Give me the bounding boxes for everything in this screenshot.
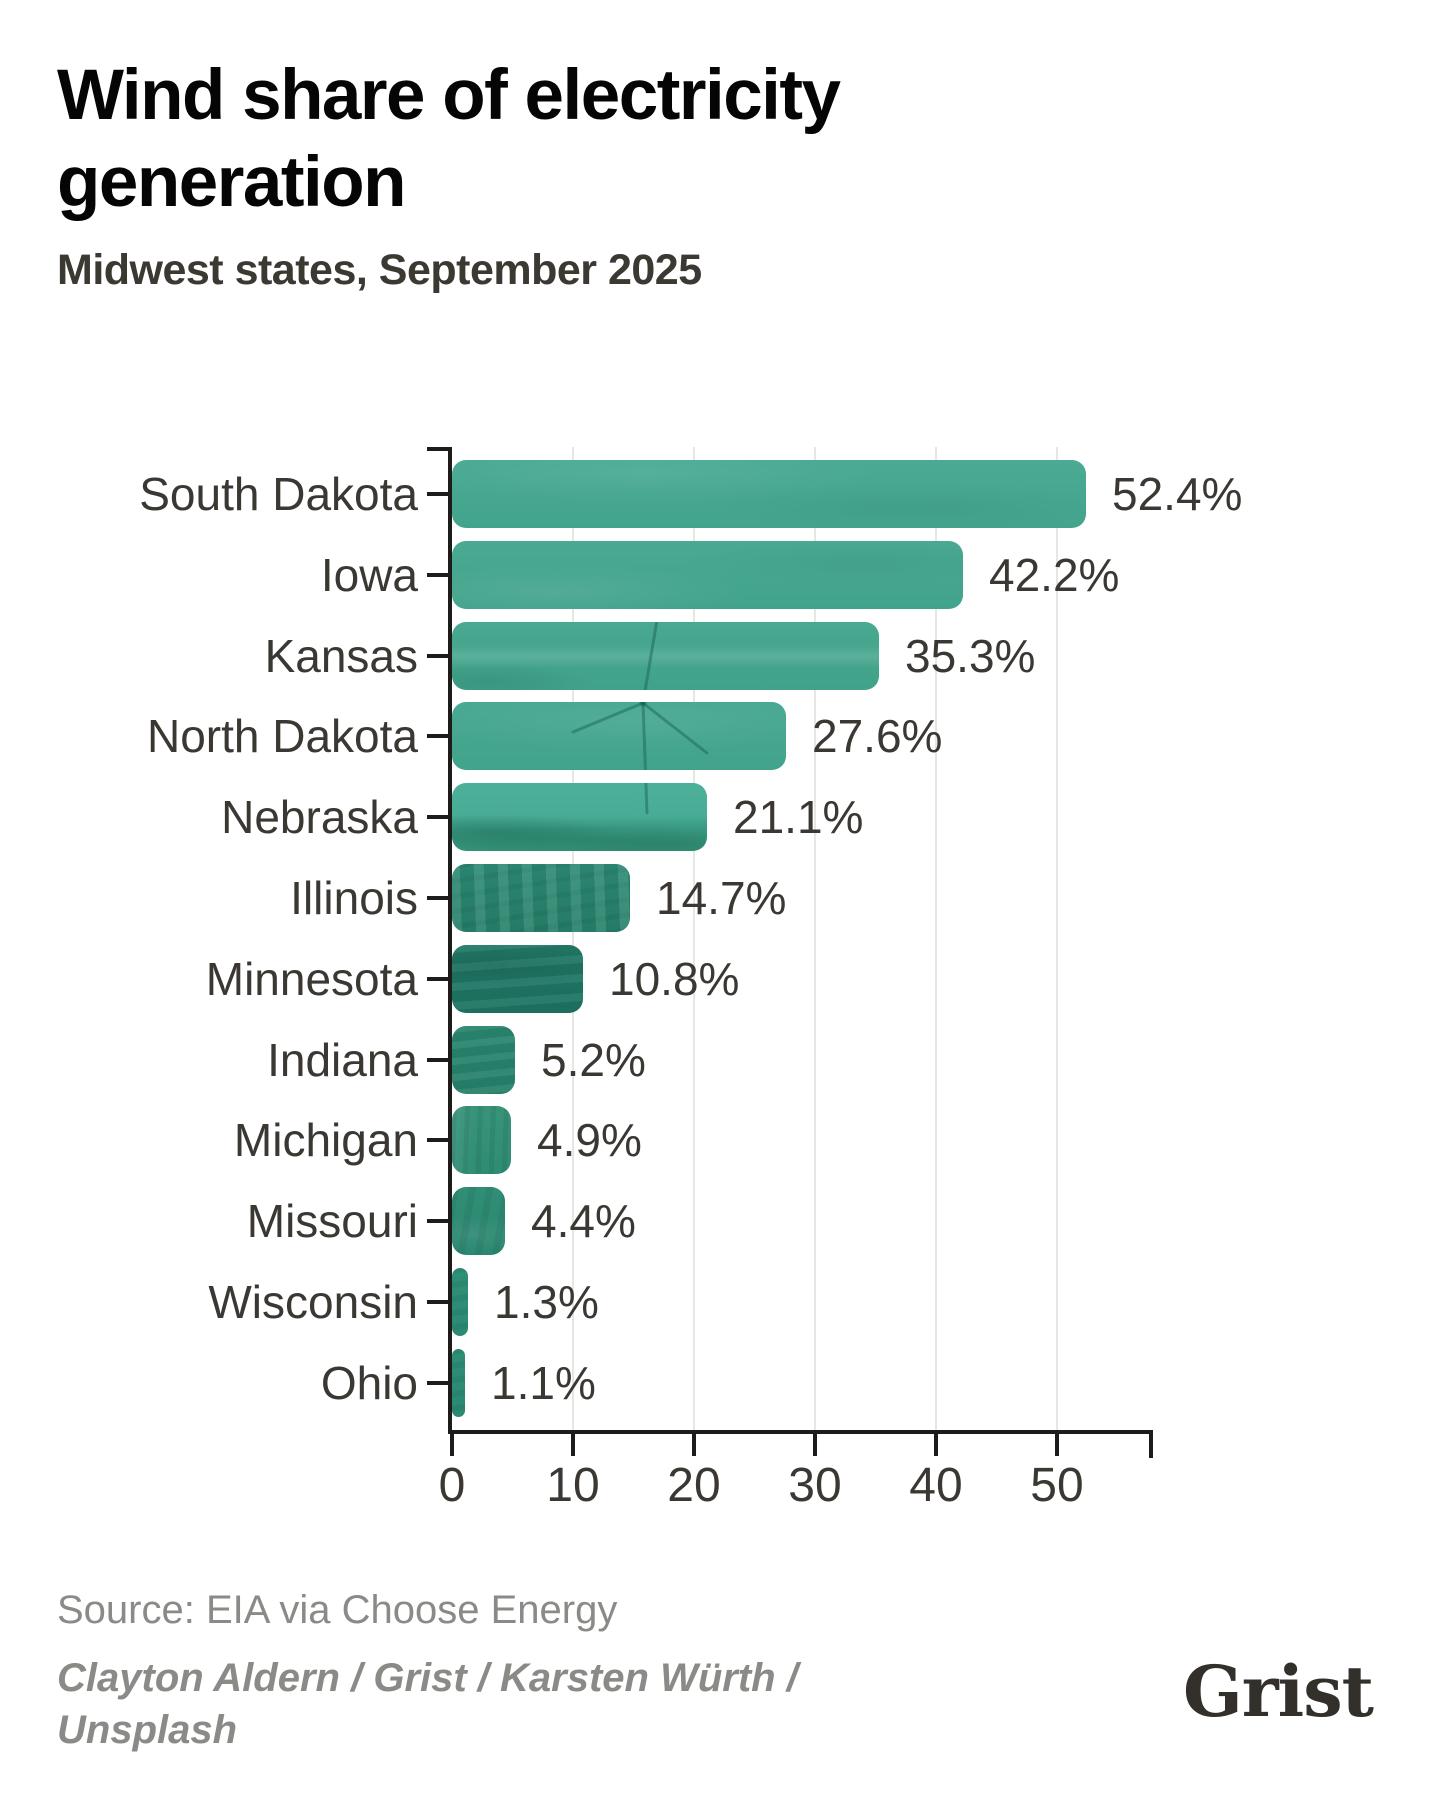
bar xyxy=(452,541,963,609)
value-label: 21.1% xyxy=(733,791,864,843)
value-label: 1.1% xyxy=(491,1357,596,1409)
y-axis-tick xyxy=(427,654,450,658)
value-label: 10.8% xyxy=(609,953,740,1005)
x-tick-label: 0 xyxy=(438,1459,466,1512)
state-label: Kansas xyxy=(264,630,418,682)
y-axis-tick xyxy=(427,1138,450,1142)
x-axis-tick xyxy=(1055,1432,1059,1456)
value-label: 52.4% xyxy=(1112,468,1243,520)
y-axis-tick xyxy=(427,734,450,738)
x-axis-tick xyxy=(934,1432,938,1456)
gridline xyxy=(814,447,816,1432)
gridline xyxy=(693,447,695,1432)
state-label: Missouri xyxy=(246,1195,418,1247)
bar xyxy=(452,1026,515,1094)
value-label: 5.2% xyxy=(541,1034,646,1086)
bar xyxy=(452,460,1086,528)
y-axis-tick xyxy=(427,815,450,819)
x-tick-label: 30 xyxy=(788,1459,842,1512)
state-label: Wisconsin xyxy=(208,1276,418,1328)
x-axis-tick xyxy=(692,1432,696,1456)
x-axis-end-cap xyxy=(1149,1430,1153,1458)
y-axis-top-cap xyxy=(427,447,452,451)
source-note: Source: EIA via Choose Energy xyxy=(57,1588,618,1632)
x-axis-tick xyxy=(571,1432,575,1456)
x-tick-label: 20 xyxy=(667,1459,721,1512)
x-tick-label: 10 xyxy=(546,1459,600,1512)
value-label: 14.7% xyxy=(656,872,787,924)
value-label: 4.9% xyxy=(537,1114,642,1166)
state-label: Ohio xyxy=(320,1357,418,1409)
grist-logo: Grist xyxy=(1183,1650,1374,1733)
y-axis-tick xyxy=(427,1381,450,1385)
gridline xyxy=(572,447,574,1432)
value-label: 35.3% xyxy=(905,630,1036,682)
bar xyxy=(452,1349,465,1417)
value-label: 42.2% xyxy=(989,549,1120,601)
bar xyxy=(452,1187,505,1255)
x-axis-line xyxy=(448,1430,1153,1434)
state-label: North Dakota xyxy=(146,710,418,762)
value-label: 27.6% xyxy=(812,710,943,762)
y-axis-tick xyxy=(427,492,450,496)
state-label: Iowa xyxy=(320,549,418,601)
credit-note: Clayton Aldern / Grist / Karsten Würth /… xyxy=(57,1656,798,1752)
wind-turbine-graphic xyxy=(644,783,649,815)
state-label: South Dakota xyxy=(139,468,418,520)
y-axis-tick xyxy=(427,573,450,577)
gridline xyxy=(935,447,937,1432)
wind-turbine-graphic xyxy=(643,622,659,690)
y-axis-tick xyxy=(427,977,450,981)
chart-title: Wind share of electricity generation xyxy=(57,56,841,223)
state-label: Indiana xyxy=(267,1034,418,1086)
state-label: Illinois xyxy=(290,872,418,924)
bar xyxy=(452,1106,511,1174)
bar xyxy=(452,945,583,1013)
bar xyxy=(452,622,879,690)
state-label: Minnesota xyxy=(205,953,418,1005)
state-label: Michigan xyxy=(233,1114,418,1166)
y-axis-tick xyxy=(427,1219,450,1223)
x-axis-tick xyxy=(813,1432,817,1456)
x-tick-label: 40 xyxy=(909,1459,963,1512)
chart-subtitle: Midwest states, September 2025 xyxy=(57,246,702,294)
x-tick-label: 50 xyxy=(1030,1459,1084,1512)
bar xyxy=(452,702,786,770)
bar xyxy=(452,864,630,932)
gridline xyxy=(1056,447,1058,1432)
y-axis-tick xyxy=(427,896,450,900)
state-label: Nebraska xyxy=(221,791,418,843)
bar xyxy=(452,783,707,851)
y-axis-tick xyxy=(427,1058,450,1062)
x-axis-tick xyxy=(450,1432,454,1456)
wind-turbine-graphic xyxy=(571,702,709,770)
bar xyxy=(452,1268,468,1336)
value-label: 1.3% xyxy=(494,1276,599,1328)
value-label: 4.4% xyxy=(531,1195,636,1247)
y-axis-line xyxy=(448,447,452,1434)
y-axis-tick xyxy=(427,1300,450,1304)
